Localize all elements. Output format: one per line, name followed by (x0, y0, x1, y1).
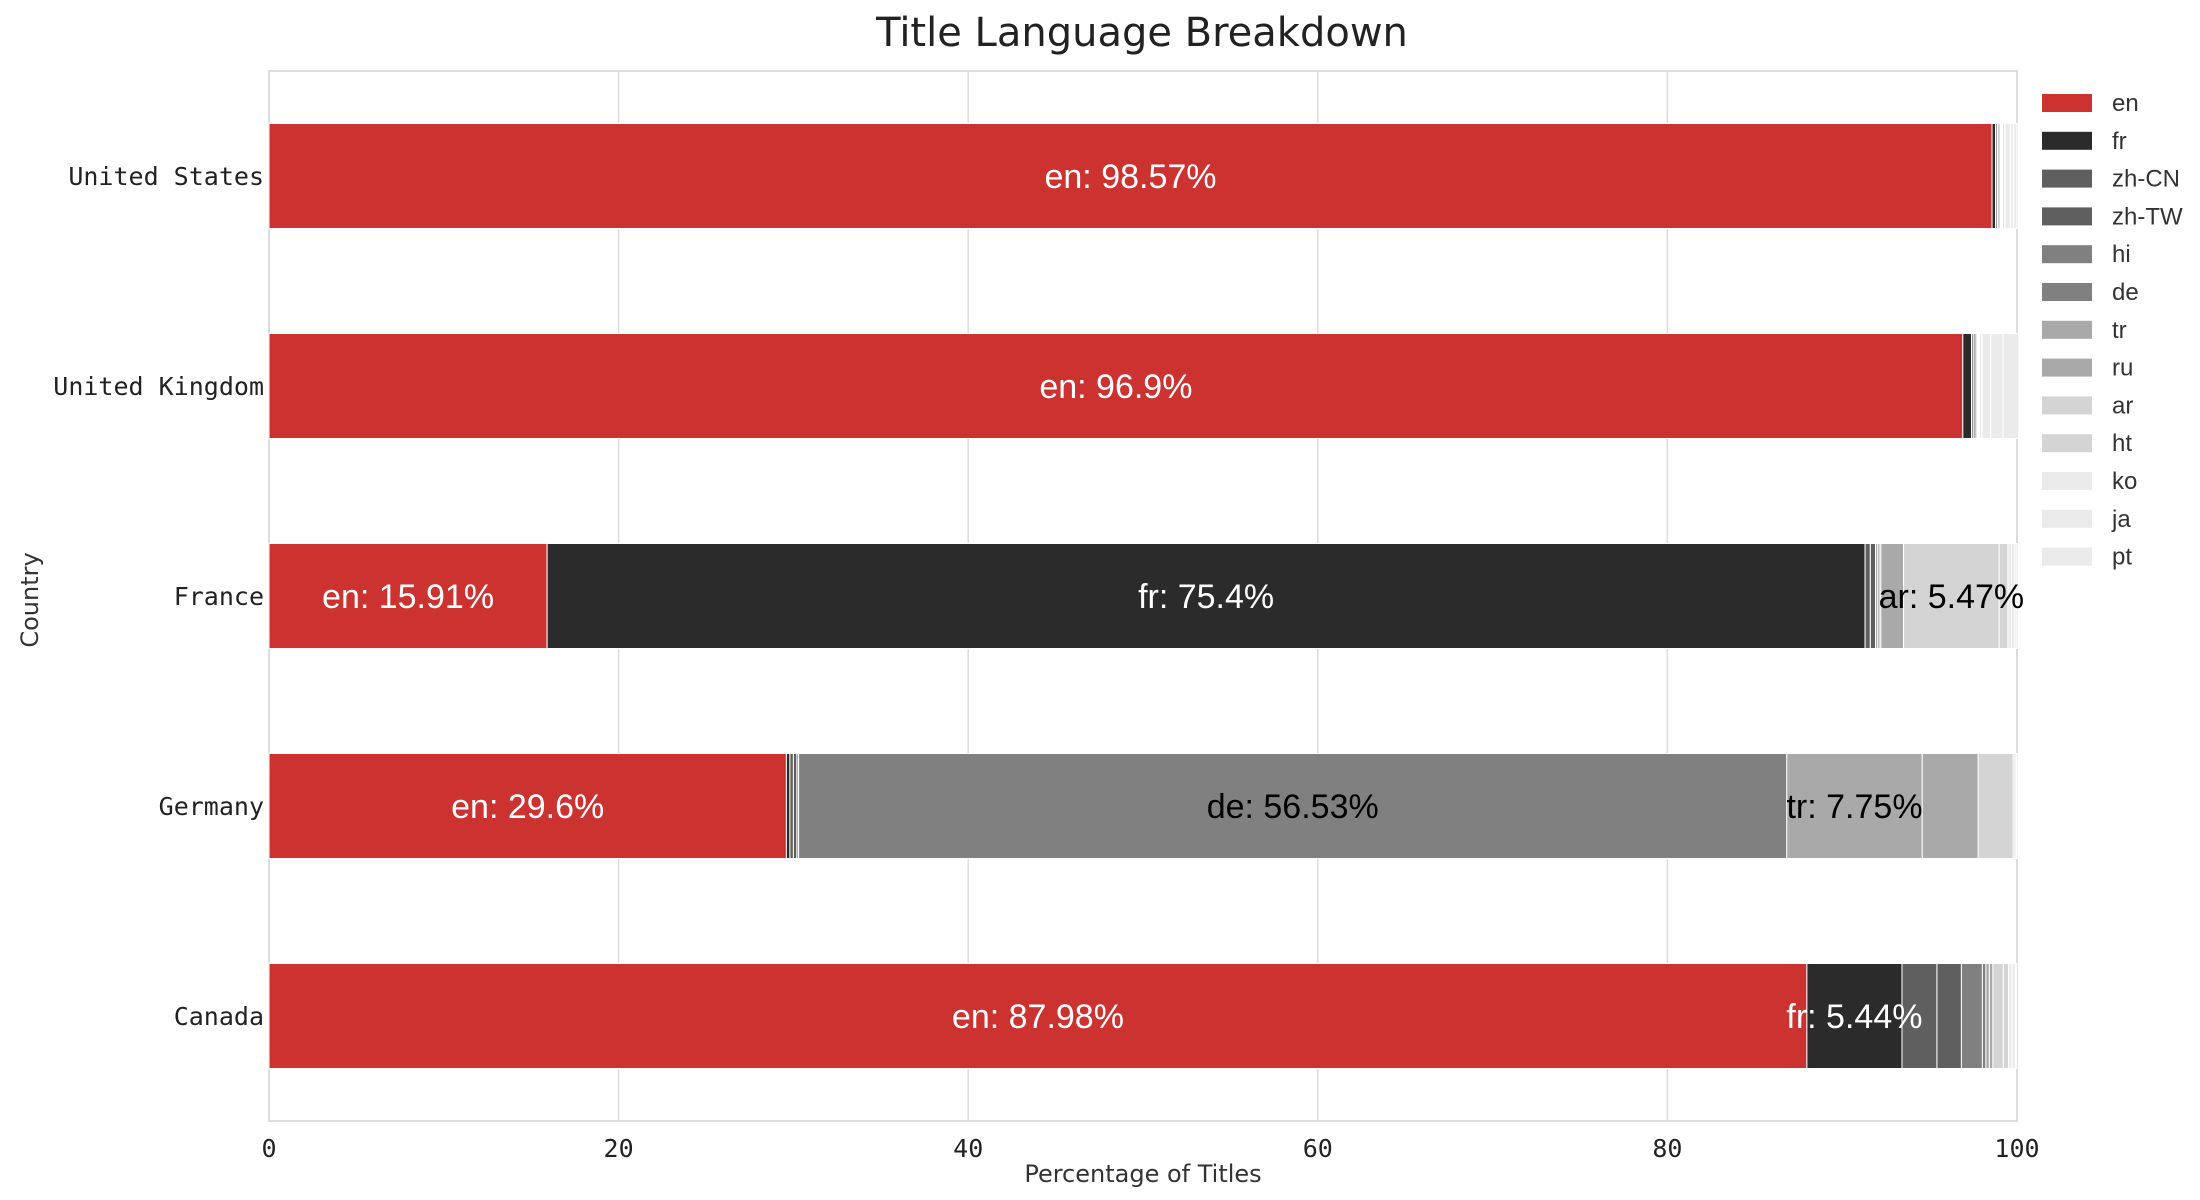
legend-swatch (2042, 396, 2092, 415)
bar-segment-ar (1977, 753, 2014, 859)
legend-label: en (2112, 90, 2139, 117)
y-tick-label: United Kingdom (53, 372, 264, 401)
bar-segment-zh-TW (792, 753, 798, 859)
bar-segment-fr (1806, 963, 1903, 1069)
bar-data-label: en: 29.6% (451, 788, 604, 826)
bar-segment-fr (1962, 333, 1973, 439)
legend-label: tr (2112, 317, 2127, 344)
bar-segment-ko (2004, 123, 2011, 229)
legend-swatch (2042, 169, 2092, 188)
legend-label: de (2112, 279, 2139, 306)
x-tick-label: 40 (953, 1134, 983, 1163)
bar-segment-ko (1981, 333, 1992, 439)
bar-segment-ja (2009, 123, 2015, 229)
y-tick-label: Germany (159, 792, 264, 821)
bar-segment-ja (1990, 333, 2004, 439)
bar-data-label: en: 98.57% (1044, 158, 1216, 196)
legend-swatch (2042, 358, 2092, 377)
bar-segment-tr (1985, 963, 1990, 1069)
bar-segment-zh-CN (789, 753, 794, 859)
bar-segment-fr (785, 753, 791, 859)
bar-segment-en (268, 963, 1808, 1069)
bar-segment-zh-TW (1869, 543, 1877, 649)
x-axis-ticks: 0 20 40 60 80 100 (261, 1134, 2039, 1163)
bar-labels: en: 98.57% en: 96.9% en: 15.91% fr: 75.4% ar… (322, 158, 2024, 1036)
legend-swatch (2042, 472, 2092, 490)
legend-swatch (2042, 509, 2092, 528)
bar-segment-en (268, 123, 1993, 229)
y-axis-ticks: United States United Kingdom France Germany… (53, 162, 264, 1031)
legend-label: zh-CN (2112, 166, 2180, 193)
bar-data-label: fr: 5.44% (1786, 998, 1922, 1036)
y-tick-label: France (174, 582, 264, 611)
bar-segment-hi (1960, 963, 1983, 1069)
bar-segment-zh-CN (1901, 963, 1938, 1069)
bars (268, 123, 2020, 1069)
legend-label: pt (2112, 544, 2132, 571)
legend-label: ja (2111, 506, 2131, 533)
x-tick-label: 0 (261, 1134, 276, 1163)
bar-segment-fr (1991, 123, 1996, 229)
legend-label: zh-TW (2112, 203, 2183, 230)
bar-segment-zh-CN (1864, 543, 1871, 649)
legend-label: ar (2112, 392, 2133, 419)
y-axis-title: Country (16, 552, 44, 647)
chart-title: Title Language Breakdown (875, 10, 1408, 56)
bar-segment-ar (1903, 543, 2000, 649)
legend-swatch (2042, 283, 2092, 301)
x-axis-title: Percentage of Titles (1024, 1160, 1261, 1188)
bar-data-label: en: 87.98% (952, 998, 1124, 1036)
bar-data-label: ar: 5.47% (1879, 578, 2025, 616)
bar-segment-ht (2002, 963, 2010, 1069)
bar-segment-en (268, 333, 1964, 439)
legend: en fr zh-CN zh-TW hi de tr ru ar ht ko ja pt (2042, 90, 2183, 571)
bar-segment-ar (1992, 963, 2004, 1069)
bar-segment-zh-TW (1936, 963, 1962, 1069)
bar-segment-ja (2011, 963, 2017, 1069)
bar-segment-pt (2013, 123, 2018, 229)
legend-label: fr (2112, 128, 2127, 155)
x-tick-label: 60 (1303, 1134, 1333, 1163)
legend-swatch (2042, 94, 2092, 112)
x-tick-label: 80 (1652, 1134, 1682, 1163)
bar-segment-en (268, 753, 787, 859)
legend-swatch (2042, 207, 2092, 226)
legend-swatch (2042, 131, 2092, 150)
legend-swatch (2042, 547, 2092, 566)
bar-segment-ko (2008, 963, 2013, 1069)
bar-data-label: tr: 7.75% (1786, 788, 1922, 826)
bar-data-label: de: 56.53% (1207, 788, 1379, 826)
bar-segment-ru (1988, 963, 1994, 1069)
bar-segment-fr (546, 543, 1866, 649)
legend-swatch (2042, 320, 2092, 339)
legend-swatch (2042, 434, 2092, 453)
y-tick-label: United States (68, 162, 264, 191)
bar-data-label: fr: 75.4% (1138, 578, 1274, 616)
legend-label: hi (2112, 241, 2131, 268)
y-tick-label: Canada (174, 1002, 264, 1031)
bar-segment-pt (2015, 963, 2018, 1069)
x-tick-label: 100 (1994, 1134, 2039, 1163)
bar-segment-de (798, 753, 1788, 859)
bar-segment-ru (1921, 753, 1979, 859)
legend-label: ht (2112, 430, 2132, 457)
x-tick-label: 20 (604, 1134, 634, 1163)
legend-label: ru (2112, 355, 2133, 382)
bar-data-label: en: 96.9% (1039, 368, 1192, 406)
legend-swatch (2042, 245, 2092, 264)
bar-segment-pt (2014, 543, 2018, 649)
bar-segment-pt (2002, 333, 2020, 439)
legend-label: ko (2112, 468, 2137, 495)
bar-data-label: en: 15.91% (322, 578, 494, 616)
bar-segment-de (1981, 963, 1987, 1069)
bar-segment-tr (1786, 753, 1923, 859)
